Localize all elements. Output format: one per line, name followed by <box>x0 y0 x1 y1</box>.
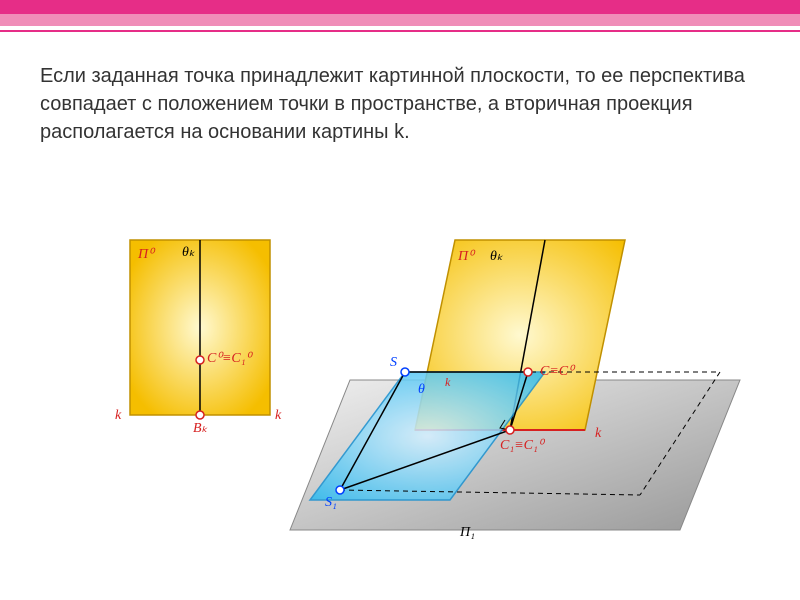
label-theta-k-left: θₖ <box>182 244 195 261</box>
label-P0-left: П⁰ <box>138 246 154 263</box>
label-C-C0: C≡C⁰ <box>540 363 574 380</box>
diagram-container: П⁰ θₖ C⁰≡C₁⁰ k k Bₖ П⁰ θₖ S θ k C≡C⁰ C₁≡… <box>0 210 800 590</box>
label-k-left2: k <box>275 408 281 424</box>
label-k-right: k <box>595 426 601 442</box>
label-theta: θ <box>418 382 425 398</box>
label-k-left1: k <box>115 408 121 424</box>
label-C1-C10: C₁≡C₁⁰ <box>500 437 543 454</box>
label-theta-k-right: θₖ <box>490 248 503 265</box>
description-text: Если заданная точка принадлежит картинно… <box>0 62 800 146</box>
label-P1: П₁ <box>460 525 475 541</box>
header-bar-secondary <box>0 14 800 26</box>
right-diagram <box>290 240 740 530</box>
diagram-svg <box>0 210 800 590</box>
label-P0-right: П⁰ <box>458 248 474 265</box>
label-k-mid: k <box>445 375 450 390</box>
left-diagram <box>130 240 270 419</box>
header-bar-thin <box>0 30 800 32</box>
label-S1: S₁ <box>325 495 337 511</box>
label-C0-C10: C⁰≡C₁⁰ <box>207 350 251 367</box>
label-S: S <box>390 355 397 371</box>
label-Bk: Bₖ <box>193 420 208 437</box>
header-bar-primary <box>0 0 800 14</box>
